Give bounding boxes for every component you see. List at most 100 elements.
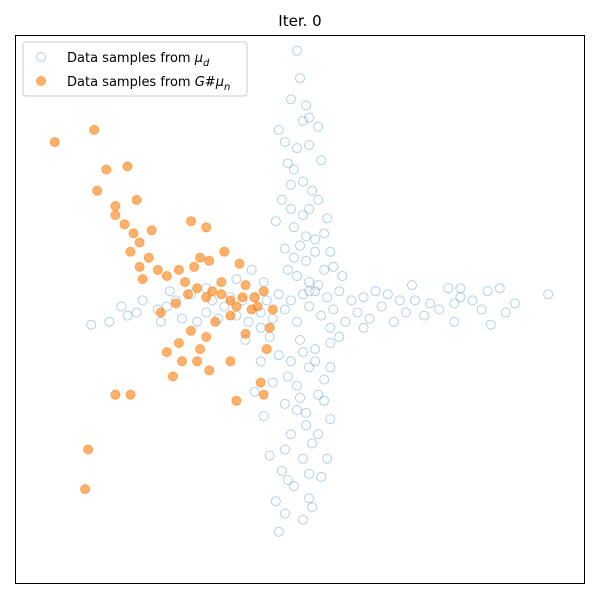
g-mu-n-point-13	[186, 216, 196, 227]
g-mu-n-point-18	[161, 271, 172, 281]
mu-d-point-118	[301, 408, 312, 418]
g-mu-n-point-24	[207, 286, 218, 297]
mu-d-point-129	[273, 526, 284, 537]
g-mu-n-point-14	[201, 222, 212, 233]
mu-d-point-138	[292, 405, 302, 415]
mu-d-point-95	[282, 264, 293, 275]
mu-d-point-1	[104, 316, 115, 327]
g-mu-n-point-64	[267, 304, 278, 315]
g-mu-n-point-12	[146, 225, 157, 236]
mu-d-point-155	[334, 331, 345, 342]
mu-d-point-56	[485, 319, 496, 330]
legend-label-g-mu-n: Data samples from G#μn	[67, 75, 230, 93]
g-mu-n-point-28	[237, 292, 248, 303]
plot-area-frame	[15, 35, 585, 584]
g-mu-n-point-34	[219, 246, 230, 257]
legend-prefix-g-mu-n: Data samples from	[67, 75, 195, 90]
g-mu-n-point-32	[204, 255, 215, 266]
g-mu-n-point-47	[192, 356, 203, 367]
mu-d-point-105	[298, 115, 308, 126]
mu-d-point-139	[304, 468, 315, 479]
g-mu-n-point-16	[143, 252, 154, 263]
mu-d-point-55	[482, 286, 493, 297]
mu-d-point-26	[285, 295, 296, 306]
mu-d-point-158	[258, 277, 269, 288]
mu-d-point-140	[258, 411, 269, 422]
series-mu-d-points	[86, 45, 554, 537]
mu-d-point-65	[449, 298, 460, 309]
mu-d-point-83	[279, 243, 290, 254]
g-mu-n-point-53	[110, 389, 121, 400]
mu-d-point-84	[301, 255, 312, 266]
mu-d-point-29	[304, 301, 315, 312]
mu-d-point-2	[122, 310, 133, 321]
legend-box	[22, 41, 248, 97]
mu-d-point-93	[322, 213, 333, 224]
mu-d-point-42	[382, 289, 393, 300]
mu-d-point-142	[325, 362, 336, 373]
mu-d-point-35	[340, 316, 351, 327]
mu-d-point-115	[292, 380, 302, 391]
g-mu-n-point-1	[89, 124, 100, 135]
mu-d-point-53	[467, 295, 478, 306]
g-mu-n-point-31	[258, 286, 269, 297]
mu-d-point-7	[161, 301, 172, 312]
g-mu-n-point-65	[252, 301, 263, 312]
mu-d-point-113	[304, 362, 315, 373]
mu-d-point-34	[334, 286, 345, 297]
mu-d-point-12	[201, 307, 212, 318]
mu-d-point-47	[419, 310, 430, 321]
mu-d-point-11	[192, 316, 203, 327]
mu-d-point-102	[288, 252, 299, 263]
g-mu-n-point-54	[125, 389, 136, 400]
g-mu-n-point-58	[80, 484, 91, 495]
mu-d-point-124	[316, 471, 327, 482]
mu-d-point-122	[298, 453, 308, 464]
mu-d-point-81	[288, 222, 299, 233]
mu-d-point-23	[267, 313, 278, 324]
mu-d-point-94	[295, 240, 305, 251]
g-mu-n-point-2	[101, 164, 112, 175]
mu-d-point-46	[410, 295, 420, 306]
mu-d-point-67	[164, 286, 175, 297]
mu-d-point-9	[177, 313, 187, 324]
mu-d-point-133	[301, 420, 312, 431]
mu-d-point-96	[304, 140, 315, 151]
g-mu-n-point-25	[216, 289, 227, 300]
mu-d-point-92	[307, 185, 318, 196]
mu-d-point-30	[310, 286, 321, 297]
mu-d-point-64	[407, 280, 417, 291]
mu-d-point-117	[279, 398, 290, 409]
mu-d-point-48	[425, 298, 436, 309]
mu-d-point-114	[319, 374, 330, 385]
g-mu-n-point-48	[225, 356, 236, 367]
mu-d-point-52	[455, 292, 466, 303]
mu-d-point-28	[298, 289, 308, 300]
mu-d-point-135	[282, 371, 293, 382]
mu-d-point-150	[249, 386, 260, 397]
mu-d-point-70	[292, 45, 302, 56]
mu-d-point-157	[246, 264, 257, 275]
mu-d-point-75	[292, 143, 302, 154]
mu-d-point-144	[295, 392, 305, 403]
mu-d-point-33	[328, 304, 339, 315]
g-mu-n-point-41	[186, 325, 196, 336]
mu-d-point-120	[285, 429, 296, 440]
g-mu-n-point-8	[119, 219, 130, 230]
g-mu-n-point-42	[173, 338, 184, 348]
mu-d-point-109	[310, 246, 321, 257]
g-mu-n-point-33	[195, 252, 206, 263]
g-mu-n-point-0	[49, 137, 60, 148]
g-mu-n-point-40	[240, 280, 251, 291]
mu-d-point-66	[116, 301, 127, 312]
mu-d-point-159	[337, 271, 348, 281]
mu-d-point-71	[295, 73, 305, 84]
mu-d-point-32	[322, 292, 333, 303]
mu-d-point-77	[282, 158, 293, 169]
g-mu-n-point-39	[216, 277, 227, 288]
g-mu-n-point-35	[137, 274, 148, 285]
g-mu-n-point-6	[131, 194, 142, 205]
g-mu-n-point-45	[161, 347, 172, 358]
legend: Data samples from μd Data samples from G…	[22, 41, 248, 97]
g-mu-n-point-56	[258, 389, 269, 400]
